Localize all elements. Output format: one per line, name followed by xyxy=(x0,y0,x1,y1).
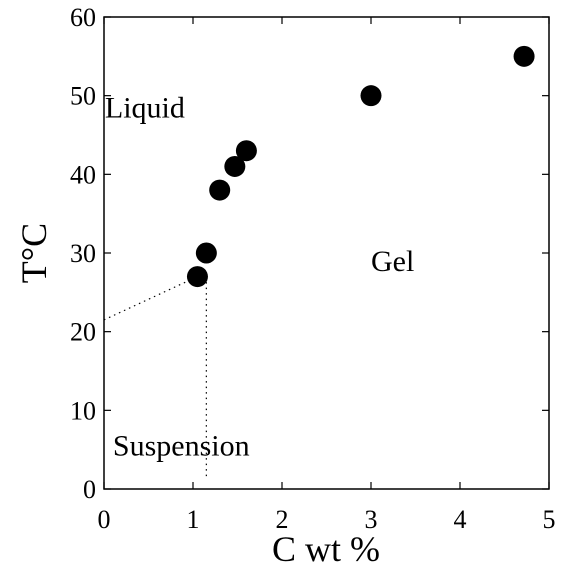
data-point xyxy=(195,242,217,264)
region-labels: Liquid Gel Suspension xyxy=(105,91,414,462)
region-label-gel: Gel xyxy=(371,245,414,278)
data-point xyxy=(186,266,208,288)
y-tick-label: 50 xyxy=(70,82,96,111)
y-tick-label: 30 xyxy=(70,239,96,268)
data-point xyxy=(360,85,382,107)
x-tick-label: 1 xyxy=(187,505,200,534)
plot-area xyxy=(103,16,550,490)
x-tick-label: 5 xyxy=(543,505,556,534)
dotted-guides xyxy=(103,276,207,478)
y-tick-label: 40 xyxy=(70,160,96,189)
dotted-guide-line xyxy=(103,276,198,321)
y-tick-label: 0 xyxy=(83,475,96,504)
region-label-liquid: Liquid xyxy=(105,91,185,124)
data-point xyxy=(209,179,231,201)
y-axis-ticks: 0 10 20 30 40 50 60 xyxy=(70,3,549,504)
data-point xyxy=(235,140,257,162)
x-tick-label: 3 xyxy=(365,505,378,534)
y-axis-title: T°C xyxy=(14,223,54,283)
x-tick-label: 4 xyxy=(454,505,467,534)
x-tick-label: 0 xyxy=(98,505,111,534)
y-tick-label: 20 xyxy=(70,318,96,347)
y-tick-label: 60 xyxy=(70,3,96,32)
data-point xyxy=(513,45,535,67)
region-label-suspension: Suspension xyxy=(113,430,250,463)
x-axis-ticks: 0 1 2 3 4 5 xyxy=(98,17,556,534)
y-tick-label: 10 xyxy=(70,396,96,425)
x-tick-label: 2 xyxy=(276,505,289,534)
data-point xyxy=(224,155,246,177)
data-points xyxy=(186,45,535,288)
x-axis-title: C wt % xyxy=(272,529,380,568)
